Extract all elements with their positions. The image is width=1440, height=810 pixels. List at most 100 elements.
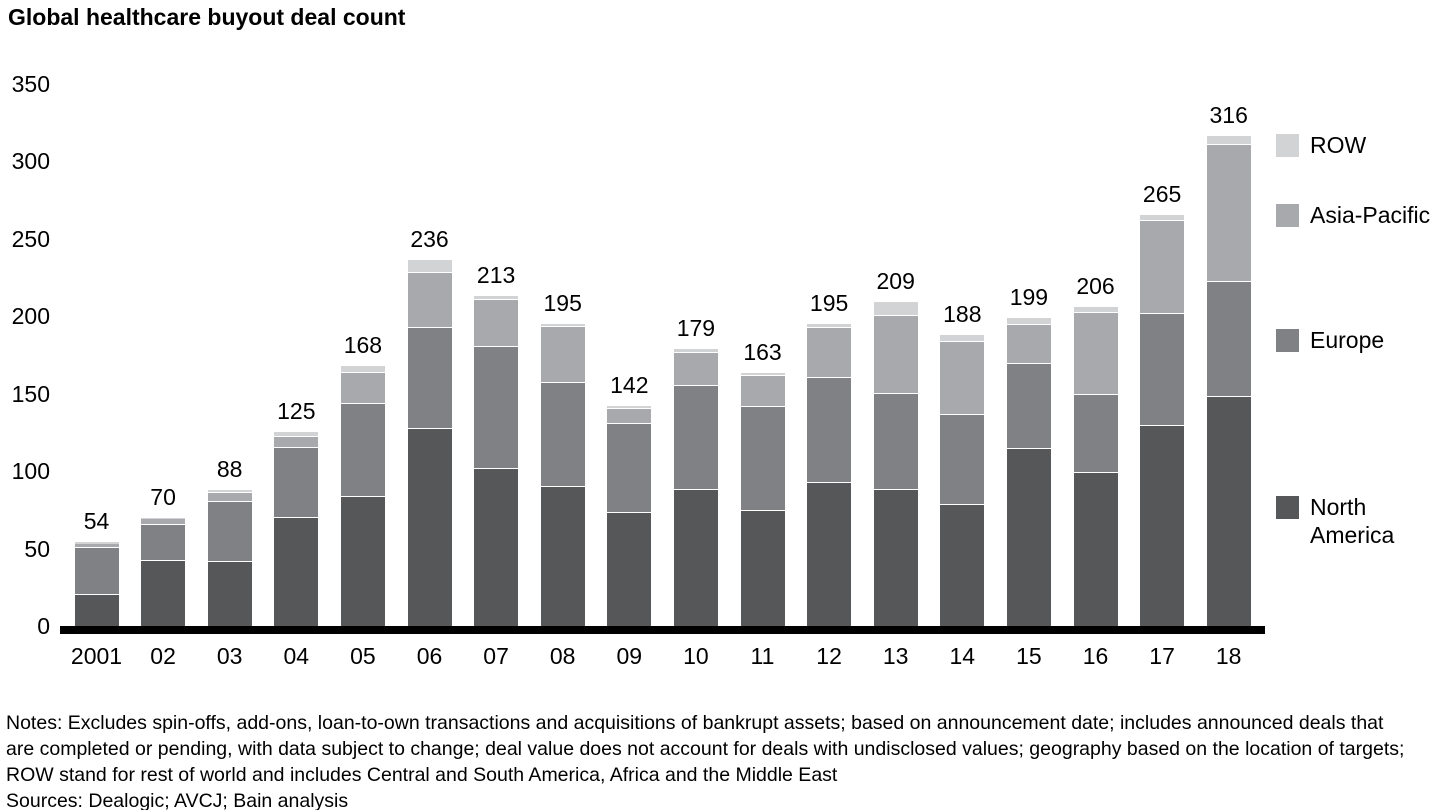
bar-segment-asia-pacific-16 xyxy=(1073,312,1118,396)
x-axis-label: 08 xyxy=(549,643,576,669)
notes-line: Notes: Excludes spin-offs, add-ons, loan… xyxy=(6,712,1384,734)
bar-2001 xyxy=(74,542,119,626)
bar-segment-europe-18 xyxy=(1206,281,1251,397)
bar-total-label: 54 xyxy=(83,508,110,535)
bar-segment-asia-pacific-12 xyxy=(807,328,852,379)
bar-segment-row-04 xyxy=(274,432,319,437)
bar-total-label: 88 xyxy=(216,455,243,482)
bar-segment-row-08 xyxy=(540,323,585,327)
legend-swatch-europe xyxy=(1276,329,1299,352)
bar-segment-europe-13 xyxy=(873,393,918,490)
bar-total-label: 316 xyxy=(1209,102,1248,129)
bar-segment-north-america-14 xyxy=(940,505,985,626)
bar-segment-north-america-06 xyxy=(407,429,452,626)
legend-label: ROW xyxy=(1310,132,1367,158)
bar-segment-europe-07 xyxy=(474,346,519,470)
bar-segment-north-america-16 xyxy=(1073,472,1118,626)
bar-segment-row-02 xyxy=(141,517,186,520)
x-axis-label: 13 xyxy=(882,643,909,669)
bar-segment-europe-17 xyxy=(1140,314,1185,427)
bar-segment-europe-10 xyxy=(673,385,718,490)
bar-segment-row-15 xyxy=(1006,317,1051,326)
bar-segment-europe-15 xyxy=(1006,364,1051,450)
x-axis-label: 17 xyxy=(1149,643,1175,669)
bar-segment-row-14 xyxy=(940,334,985,343)
bar-segment-asia-pacific-13 xyxy=(873,316,918,394)
x-axis-label: 05 xyxy=(350,643,376,669)
bar-17 xyxy=(1140,215,1185,627)
bar-segment-asia-pacific-06 xyxy=(407,272,452,329)
bar-segment-north-america-04 xyxy=(274,517,319,627)
bar-total-label: 168 xyxy=(343,331,383,358)
bar-segment-row-13 xyxy=(873,302,918,317)
bar-segment-europe-2001 xyxy=(74,548,119,595)
bar-12 xyxy=(807,323,852,627)
bar-total-label: 199 xyxy=(1009,283,1049,310)
bar-segment-asia-pacific-14 xyxy=(940,342,985,416)
bar-segment-north-america-17 xyxy=(1140,426,1185,627)
x-axis-label: 07 xyxy=(483,643,509,669)
bar-segment-asia-pacific-04 xyxy=(274,436,319,448)
x-axis-label: 09 xyxy=(616,643,643,669)
x-axis-label: 12 xyxy=(816,643,842,669)
bar-total-label: 236 xyxy=(410,226,449,253)
x-axis-label: 14 xyxy=(949,643,976,669)
y-axis-tick-label: 100 xyxy=(11,458,50,484)
bar-segment-europe-04 xyxy=(274,447,319,518)
legend-label: Asia-Pacific xyxy=(1310,202,1431,228)
bar-segment-row-06 xyxy=(407,260,452,273)
bar-segment-europe-14 xyxy=(940,415,985,506)
y-axis-tick-label: 150 xyxy=(11,380,50,407)
bar-segment-europe-02 xyxy=(141,525,186,561)
bar-03 xyxy=(207,489,252,626)
bar-segment-europe-16 xyxy=(1073,395,1118,473)
y-axis-tick-label: 50 xyxy=(24,535,50,562)
bar-total-label: 265 xyxy=(1142,181,1182,208)
bar-segment-europe-05 xyxy=(340,404,385,498)
legend-swatch-asia-pacific xyxy=(1276,204,1299,227)
bar-06 xyxy=(407,260,452,626)
bar-segment-north-america-18 xyxy=(1206,396,1251,626)
x-axis-label: 03 xyxy=(216,643,243,669)
x-axis-label: 15 xyxy=(1016,643,1042,669)
bar-segment-asia-pacific-09 xyxy=(607,408,652,425)
bar-total-label: 163 xyxy=(743,339,782,366)
x-axis-label: 02 xyxy=(150,643,176,669)
bar-07 xyxy=(474,295,519,626)
legend-swatch-north-america xyxy=(1276,496,1299,519)
bar-13 xyxy=(873,302,918,626)
y-axis-tick-label: 0 xyxy=(37,613,50,639)
chart-title: Global healthcare buyout deal count xyxy=(8,4,406,30)
bar-total-label: 179 xyxy=(676,314,716,341)
bar-segment-asia-pacific-07 xyxy=(474,300,519,347)
bar-segment-asia-pacific-18 xyxy=(1206,145,1251,282)
bar-segment-asia-pacific-05 xyxy=(340,373,385,405)
bar-10 xyxy=(673,348,718,626)
bar-segment-europe-03 xyxy=(207,501,252,563)
notes-line: ROW stand for rest of world and includes… xyxy=(6,764,838,786)
legend-label: Europe xyxy=(1310,327,1385,353)
bar-segment-north-america-09 xyxy=(607,512,652,626)
bar-segment-row-2001 xyxy=(74,542,119,544)
x-axis-label: 10 xyxy=(683,643,709,669)
x-axis-label: 04 xyxy=(283,643,310,669)
bar-segment-row-09 xyxy=(607,405,652,409)
bar-total-label: 195 xyxy=(543,289,582,316)
bar-09 xyxy=(607,405,652,626)
y-axis-tick-label: 300 xyxy=(11,148,50,174)
x-axis-label: 2001 xyxy=(70,643,123,669)
y-axis-tick-label: 200 xyxy=(11,303,50,329)
bar-02 xyxy=(141,517,186,627)
bar-04 xyxy=(274,432,319,627)
bar-segment-row-18 xyxy=(1206,136,1251,146)
legend-swatch-row xyxy=(1276,134,1299,157)
bar-segment-north-america-03 xyxy=(207,562,252,626)
bar-segment-north-america-12 xyxy=(807,483,852,627)
bar-18 xyxy=(1206,136,1251,626)
bar-segment-north-america-08 xyxy=(540,486,585,627)
x-axis-label: 18 xyxy=(1215,643,1242,669)
notes-line: are completed or pending, with data subj… xyxy=(6,738,1405,760)
bar-total-label: 209 xyxy=(876,268,915,295)
bar-segment-row-07 xyxy=(474,295,519,301)
